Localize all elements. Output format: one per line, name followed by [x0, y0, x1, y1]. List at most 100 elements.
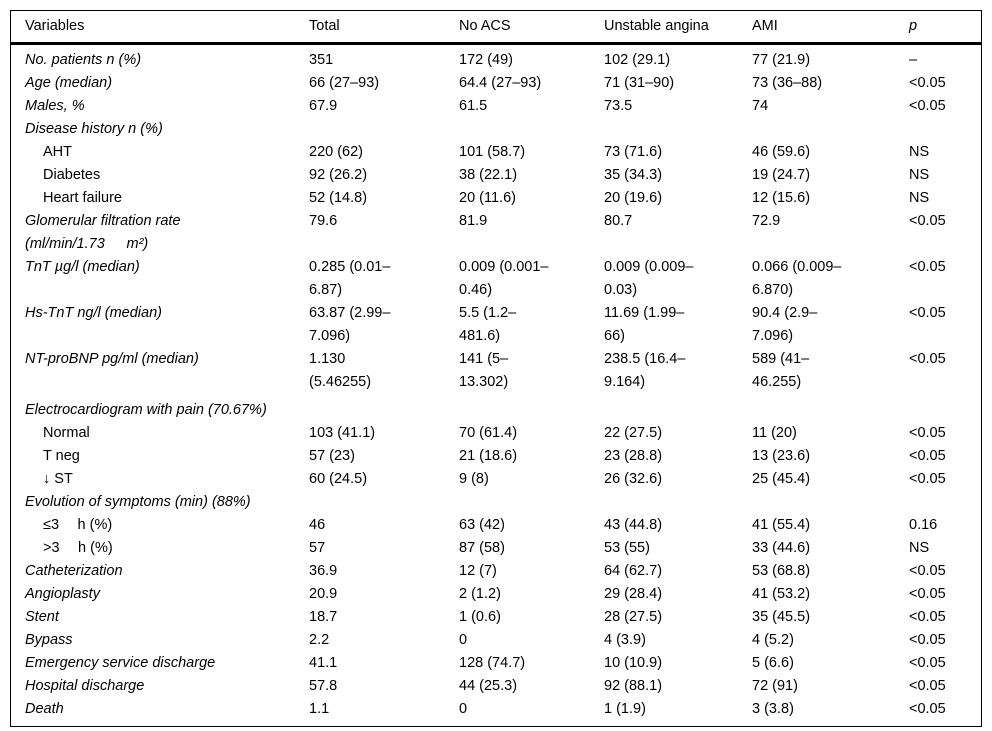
cell-total: 63.87 (2.99– 7.096) [309, 304, 391, 344]
table-row: TnT µg/l (median) 0.285 (0.01– 6.87) 0.0… [11, 256, 981, 302]
table-row: Evolution of symptoms (min) (88%) [11, 491, 981, 514]
cell-p: NS [909, 143, 930, 160]
cell-unstable-angina: 53 (55) [604, 539, 650, 556]
cell-no-acs: 0 [459, 631, 468, 648]
row-label: NT-proBNP pg/ml (median) [25, 350, 199, 367]
cell-unstable-angina [604, 491, 752, 514]
cell-no-acs: 44 (25.3) [459, 677, 518, 694]
cell-unstable-angina: 0.009 (0.009– 0.03) [604, 258, 694, 298]
cell-total: 57 (23) [309, 447, 355, 464]
cell-no-acs: 81.9 [459, 212, 488, 229]
table-body: No. patients n (%) 351 172 (49) 102 (29.… [11, 43, 981, 726]
cell-p: NS [909, 189, 930, 206]
cell-total: 60 (24.5) [309, 470, 368, 487]
cell-p [909, 491, 981, 514]
cell-total: 1.1 [309, 700, 330, 717]
cell-p: <0.05 [909, 654, 946, 671]
cell-ami: 19 (24.7) [752, 166, 811, 183]
row-label: T neg [43, 447, 80, 464]
cell-ami: 3 (3.8) [752, 700, 794, 717]
column-header-no-acs: No ACS [459, 11, 604, 45]
cell-ami: 589 (41– 46.255) [752, 350, 810, 390]
data-table: Variables Total No ACS Unstable angina A… [11, 11, 981, 726]
table-row: ↓ ST 60 (24.5) 9 (8) 26 (32.6) 25 (45.4)… [11, 468, 981, 491]
table-row: Disease history n (%) [11, 118, 981, 141]
cell-unstable-angina: 20 (19.6) [604, 189, 663, 206]
cell-no-acs: 64.4 (27–93) [459, 74, 542, 91]
cell-ami: 33 (44.6) [752, 539, 811, 556]
row-label: No. patients n (%) [25, 51, 142, 68]
table-row: Hospital discharge 57.8 44 (25.3) 92 (88… [11, 675, 981, 698]
cell-total: 46 [309, 516, 326, 533]
row-label: Angioplasty [25, 585, 100, 602]
cell-no-acs: 63 (42) [459, 516, 505, 533]
row-label: Bypass [25, 631, 73, 648]
cell-p [909, 118, 981, 141]
column-header-total: Total [309, 11, 459, 45]
cell-p: <0.05 [909, 447, 946, 464]
row-label: AHT [43, 143, 72, 160]
row-label: Normal [43, 424, 90, 441]
cell-total: 103 (41.1) [309, 424, 376, 441]
row-label: Hs-TnT ng/l (median) [25, 304, 162, 321]
cell-ami: 73 (36–88) [752, 74, 823, 91]
row-label: Hospital discharge [25, 677, 145, 694]
table-row: Males, % 67.9 61.5 73.5 74 <0.05 [11, 95, 981, 118]
table-row: Glomerular filtration rate (ml/min/1.73 … [11, 210, 981, 256]
cell-p: NS [909, 166, 930, 183]
cell-total [309, 491, 459, 514]
cell-total: 67.9 [309, 97, 338, 114]
table-row: AHT 220 (62) 101 (58.7) 73 (71.6) 46 (59… [11, 141, 981, 164]
cell-no-acs: 141 (5– 13.302) [459, 350, 509, 390]
row-label: Males, % [25, 97, 85, 114]
cell-total: 92 (26.2) [309, 166, 368, 183]
cell-p: 0.16 [909, 516, 938, 533]
cell-no-acs: 9 (8) [459, 470, 489, 487]
cell-unstable-angina: 73 (71.6) [604, 143, 663, 160]
cell-total: 41.1 [309, 654, 338, 671]
cell-ami: 41 (55.4) [752, 516, 811, 533]
row-label: ≤3 h (%) [43, 516, 113, 533]
clinical-characteristics-table: Variables Total No ACS Unstable angina A… [10, 10, 982, 727]
cell-total: 79.6 [309, 212, 338, 229]
table-row: Death 1.1 0 1 (1.9) 3 (3.8) <0.05 [11, 698, 981, 726]
cell-total: 351 [309, 51, 334, 68]
cell-p: <0.05 [909, 350, 946, 367]
row-label: >3 h (%) [43, 539, 113, 556]
cell-no-acs: 20 (11.6) [459, 189, 516, 206]
cell-no-acs: 70 (61.4) [459, 424, 518, 441]
cell-unstable-angina: 29 (28.4) [604, 585, 663, 602]
cell-p: <0.05 [909, 97, 946, 114]
cell-p: <0.05 [909, 258, 946, 275]
cell-ami: 5 (6.6) [752, 654, 794, 671]
row-label: Age (median) [25, 74, 113, 91]
cell-no-acs: 2 (1.2) [459, 585, 501, 602]
cell-unstable-angina: 22 (27.5) [604, 424, 663, 441]
cell-no-acs [459, 491, 604, 514]
header-row: Variables Total No ACS Unstable angina A… [11, 11, 981, 45]
cell-total: 2.2 [309, 631, 330, 648]
cell-p: – [909, 51, 918, 68]
cell-total: 66 (27–93) [309, 74, 380, 91]
table-row: Bypass 2.2 0 4 (3.9) 4 (5.2) <0.05 [11, 629, 981, 652]
cell-unstable-angina: 35 (34.3) [604, 166, 663, 183]
cell-ami [752, 118, 909, 141]
cell-p: <0.05 [909, 424, 946, 441]
row-label: Stent [25, 608, 59, 625]
cell-no-acs: 128 (74.7) [459, 654, 526, 671]
cell-ami: 77 (21.9) [752, 51, 811, 68]
row-label: Heart failure [43, 189, 122, 206]
column-header-unstable-angina: Unstable angina [604, 11, 752, 45]
cell-total [309, 118, 459, 141]
cell-no-acs: 172 (49) [459, 51, 514, 68]
table-row: ≤3 h (%) 46 63 (42) 43 (44.8) 41 (55.4) … [11, 514, 981, 537]
table-row: Age (median) 66 (27–93) 64.4 (27–93) 71 … [11, 72, 981, 95]
cell-ami: 11 (20) [752, 424, 797, 441]
cell-no-acs [459, 394, 604, 422]
cell-p: <0.05 [909, 470, 946, 487]
cell-no-acs: 12 (7) [459, 562, 497, 579]
row-label: Disease history n (%) [25, 120, 163, 137]
cell-unstable-angina: 1 (1.9) [604, 700, 646, 717]
cell-p: <0.05 [909, 212, 946, 229]
table-row: >3 h (%) 57 87 (58) 53 (55) 33 (44.6) NS [11, 537, 981, 560]
